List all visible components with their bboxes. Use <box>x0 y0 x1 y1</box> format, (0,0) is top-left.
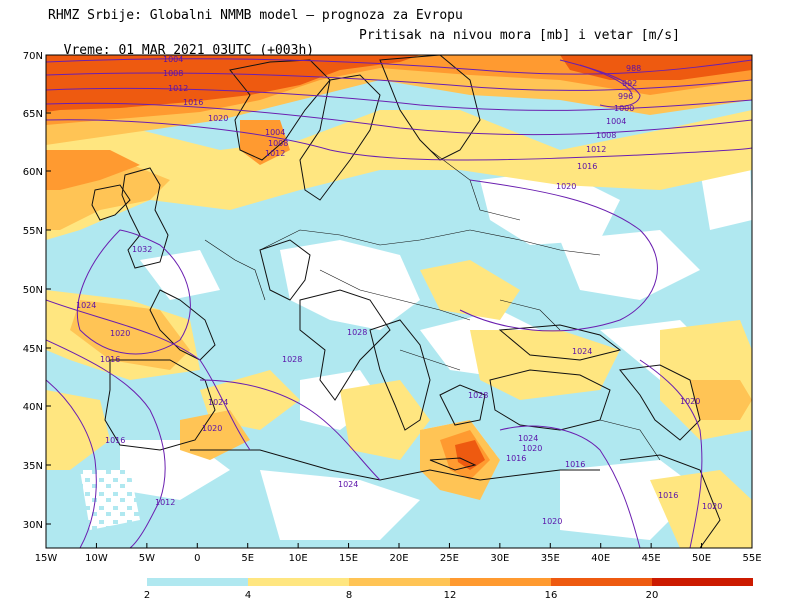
legend-label: 2 <box>144 590 150 600</box>
latitude-axis: 70N 65N 60N 55N 50N 45N 40N 35N 30N <box>23 51 51 531</box>
legend-label: 4 <box>245 590 251 600</box>
legend-label: 12 <box>444 590 457 600</box>
isobar-label: 1020 <box>680 397 700 406</box>
longitude-tick-label: 10E <box>289 553 308 564</box>
longitude-tick-label: 30E <box>490 553 509 564</box>
longitude-tick-label: 5E <box>241 553 254 564</box>
isobar-label: 1024 <box>572 347 592 356</box>
isobar-label: 996 <box>618 92 633 101</box>
isobar-label: 1016 <box>105 436 125 445</box>
isobar-label: 1008 <box>163 69 183 78</box>
legend-label: 20 <box>646 590 659 600</box>
latitude-tick-label: 60N <box>23 167 43 178</box>
isobar-label: 1016 <box>100 355 120 364</box>
isobar-label: 1008 <box>596 131 616 140</box>
isobar-label: 1028 <box>468 391 488 400</box>
wind-speed-legend: 2 4 8 12 16 20 <box>144 578 753 600</box>
isobar-label: 1016 <box>565 460 585 469</box>
longitude-axis: 15W 10W 5W 0 5E 10E 15E 20E 25E 30E 35E 40E 45E 50E 55… <box>35 543 762 564</box>
isobar-label: 1000 <box>614 104 634 113</box>
longitude-tick-label: 10W <box>85 553 108 564</box>
isobar-label: 1020 <box>202 424 222 433</box>
isobar-label: 1016 <box>183 98 203 107</box>
isobar-labels: 1004 1008 1012 1016 1020 1032 1024 1020 … <box>76 55 722 526</box>
isobar-label: 1016 <box>577 162 597 171</box>
latitude-tick-label: 30N <box>23 520 43 531</box>
legend-color-swatch <box>551 578 652 586</box>
isobar-label: 1012 <box>155 498 175 507</box>
longitude-tick-label: 15W <box>35 553 58 564</box>
isobar-label: 992 <box>622 79 637 88</box>
longitude-tick-label: 40E <box>591 553 610 564</box>
longitude-tick-label: 35E <box>541 553 560 564</box>
isobar-label: 1020 <box>110 329 130 338</box>
legend-label: 16 <box>545 590 558 600</box>
isobar-label: 1020 <box>522 444 542 453</box>
isobar-label: 1028 <box>347 328 367 337</box>
isobar-label: 1028 <box>282 355 302 364</box>
latitude-tick-label: 40N <box>23 402 43 413</box>
legend-color-swatch <box>147 578 248 586</box>
latitude-tick-label: 45N <box>23 344 43 355</box>
isobar-label: 1032 <box>132 245 152 254</box>
field-description: Pritisak na nivou mora [mb] i vetar [m/s… <box>359 28 680 43</box>
isobar-label: 1012 <box>168 84 188 93</box>
latitude-tick-label: 65N <box>23 109 43 120</box>
latitude-tick-label: 55N <box>23 226 43 237</box>
isobar-label: 1016 <box>658 491 678 500</box>
isobar-label: 1020 <box>208 114 228 123</box>
isobar-label: 1020 <box>556 182 576 191</box>
isobar-label: 1024 <box>518 434 538 443</box>
latitude-tick-label: 35N <box>23 461 43 472</box>
longitude-tick-label: 15E <box>339 553 358 564</box>
latitude-tick-label: 50N <box>23 285 43 296</box>
longitude-tick-label: 50E <box>692 553 711 564</box>
isobar-label: 1004 <box>265 128 285 137</box>
map-subtitle: Vreme: 01 MAR 2021 03UTC (+003h) Pritisa… <box>48 28 680 73</box>
legend-color-swatch <box>450 578 551 586</box>
legend-color-swatch <box>652 578 753 586</box>
isobars <box>46 58 752 548</box>
isobar-label: 1012 <box>586 145 606 154</box>
isobar-label: 1012 <box>265 149 285 158</box>
longitude-tick-label: 20E <box>389 553 408 564</box>
isobar-label: 1004 <box>163 55 183 64</box>
country-borders <box>204 149 661 461</box>
isobar-label: 1024 <box>208 398 228 407</box>
isobar-label: 988 <box>626 64 641 73</box>
isobar-label: 1024 <box>338 480 358 489</box>
map-title: RHMZ Srbije: Globalni NMMB model – progn… <box>48 8 463 23</box>
isobar-label: 1024 <box>76 301 96 310</box>
forecast-time: Vreme: 01 MAR 2021 03UTC (+003h) <box>63 43 315 58</box>
legend-color-swatch <box>248 578 349 586</box>
legend-color-swatch <box>349 578 450 586</box>
longitude-tick-label: 0 <box>194 553 200 564</box>
latitude-tick-label: 70N <box>23 51 43 62</box>
longitude-tick-label: 45E <box>642 553 661 564</box>
longitude-tick-label: 25E <box>440 553 459 564</box>
longitude-tick-label: 5W <box>139 553 155 564</box>
isobar-label: 1008 <box>268 139 288 148</box>
isobar-label: 1020 <box>542 517 562 526</box>
isobar-label: 1020 <box>702 502 722 511</box>
wind-field <box>46 55 752 548</box>
longitude-tick-label: 55E <box>742 553 761 564</box>
isobar-label: 1004 <box>606 117 626 126</box>
isobar-label: 1016 <box>506 454 526 463</box>
legend-label: 8 <box>346 590 352 600</box>
